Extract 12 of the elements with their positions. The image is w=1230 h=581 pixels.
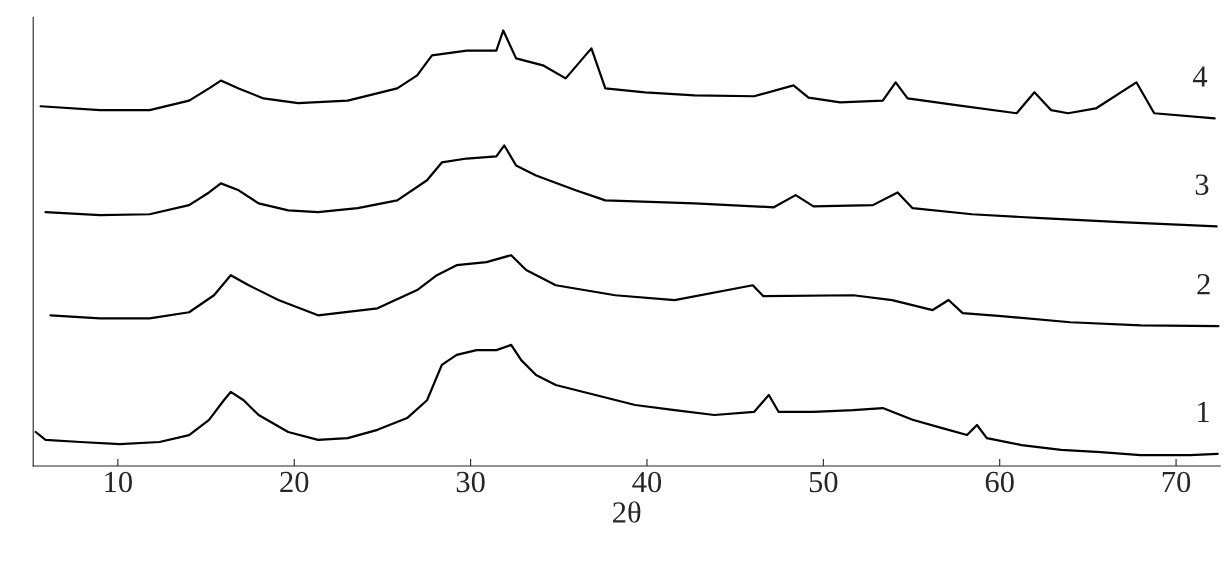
x-tick-label: 20 xyxy=(280,471,309,493)
series-label: 3 xyxy=(1195,174,1209,195)
series-label: 4 xyxy=(1192,66,1208,87)
x-tick-label: 70 xyxy=(1162,471,1191,493)
series-label: 1 xyxy=(1198,401,1209,422)
x-tick-label: 60 xyxy=(985,471,1014,493)
x-tick-label: 30 xyxy=(456,471,485,493)
x-axis-title: 2θ xyxy=(613,501,641,523)
x-tick-label: 40 xyxy=(632,471,662,493)
x-tick-label: 10 xyxy=(105,471,132,493)
series-label: 2 xyxy=(1197,274,1210,295)
x-tick-label: 50 xyxy=(809,471,838,493)
